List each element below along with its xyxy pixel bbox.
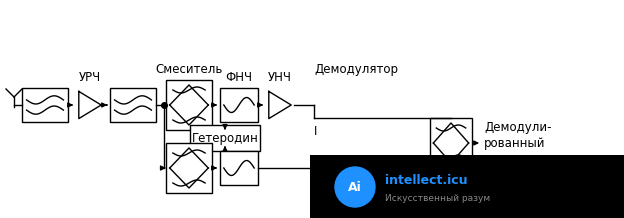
Text: Демодулятор: Демодулятор	[314, 63, 398, 76]
Text: I: I	[314, 125, 318, 138]
Circle shape	[335, 167, 375, 207]
Text: ФНЧ: ФНЧ	[225, 71, 253, 84]
Text: Гетеродин: Гетеродин	[192, 131, 258, 145]
Text: УРЧ: УРЧ	[79, 71, 101, 84]
Text: Смеситель: Смеситель	[155, 63, 223, 76]
Bar	[220, 151, 258, 185]
Bar	[430, 118, 472, 168]
Text: Искусственный разум: Искусственный разум	[385, 194, 490, 203]
Text: Демодули-
рованный
сигнал: Демодули- рованный сигнал	[484, 121, 552, 165]
Bar	[110, 88, 156, 122]
Bar	[166, 143, 212, 193]
Bar	[22, 88, 68, 122]
Bar	[310, 155, 624, 218]
Bar	[220, 88, 258, 122]
Text: УНЧ: УНЧ	[268, 71, 292, 84]
Bar	[166, 80, 212, 130]
Text: intellect.icu: intellect.icu	[385, 174, 467, 187]
Text: Ai: Ai	[348, 181, 362, 194]
Bar	[190, 125, 260, 151]
